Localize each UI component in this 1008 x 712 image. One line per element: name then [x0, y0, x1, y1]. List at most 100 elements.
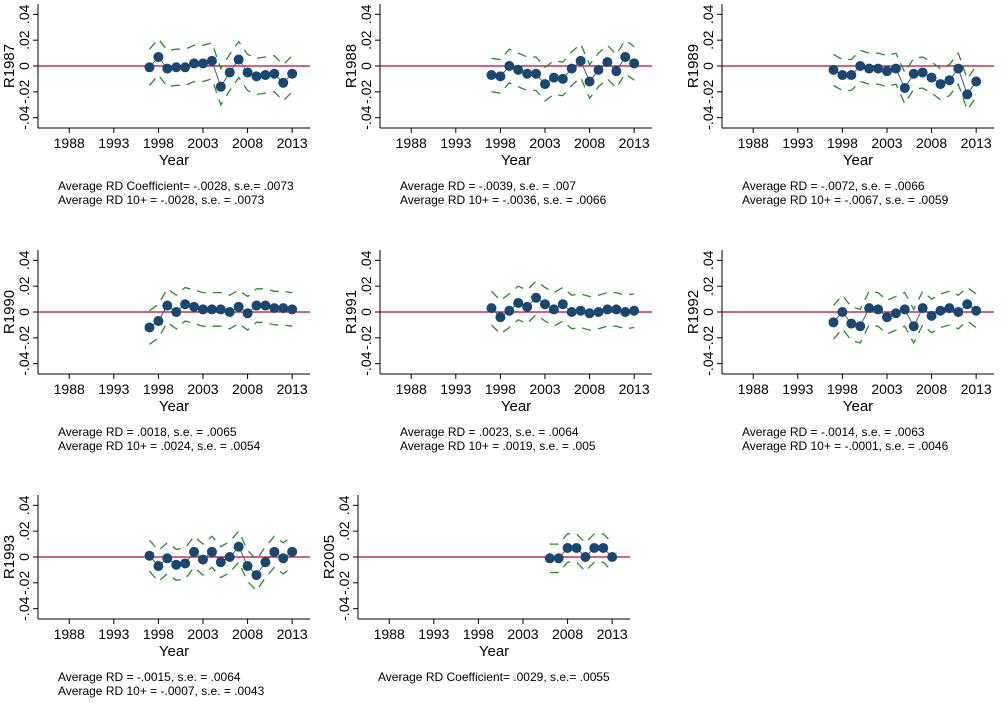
y-tick-label: .02 — [336, 521, 352, 541]
estimate-point — [206, 304, 217, 315]
y-tick-label: .02 — [358, 30, 374, 50]
estimate-point — [233, 301, 244, 312]
x-tick-label: 1988 — [396, 135, 427, 151]
note: Average RD 10+ = -.0028, s.e. = .0073 — [58, 193, 265, 207]
estimate-point — [215, 304, 226, 315]
x-tick-label: 1998 — [143, 135, 174, 151]
x-axis-label: Year — [159, 152, 189, 169]
y-axis-label: R1989 — [685, 44, 702, 88]
estimate-point — [189, 58, 200, 69]
x-tick-label: 1993 — [98, 381, 129, 397]
estimate-point — [522, 68, 533, 79]
x-tick-label: 2008 — [232, 626, 263, 642]
note: Average RD 10+ = -.0001, s.e. = .0046 — [742, 439, 949, 453]
x-tick-label: 1988 — [738, 135, 769, 151]
estimate-point — [287, 68, 298, 79]
estimate-point — [864, 303, 875, 314]
note: Average RD = -.0015, s.e. = .0064 — [58, 670, 241, 684]
x-tick-label: 2008 — [574, 135, 605, 151]
x-tick-label: 1998 — [463, 626, 494, 642]
y-tick-label: .04 — [16, 250, 32, 270]
estimate-point — [197, 58, 208, 69]
x-tick-label: 2013 — [597, 626, 628, 642]
estimate-point — [580, 552, 591, 562]
estimate-point — [153, 316, 164, 327]
panel: -.04-.02 0 .02 .04 1988 1993 1998 2003 2008 2013 Y… — [1, 250, 310, 453]
estimate-point — [575, 305, 586, 316]
estimate-point — [242, 308, 253, 319]
estimate-point — [971, 305, 982, 316]
x-tick-label: 2013 — [619, 135, 650, 151]
estimate-point — [557, 299, 568, 310]
estimate-point — [846, 70, 857, 81]
estimate-point — [620, 51, 631, 62]
y-tick-label: -.04 — [358, 105, 374, 129]
x-tick-label: 2008 — [916, 135, 947, 151]
y-tick-label: .02 — [700, 276, 716, 296]
x-tick-label: 1988 — [54, 626, 85, 642]
note: Average RD = -.0039, s.e. = .007 — [400, 179, 576, 193]
y-tick-label: .02 — [16, 30, 32, 50]
estimate-point — [544, 553, 555, 564]
y-tick-label: 0 — [358, 62, 374, 70]
y-axis-label: R1992 — [685, 290, 702, 334]
panel: -.04-.02 0 .02 .04 1988 1993 1998 2003 2008 2013 Y… — [343, 4, 652, 207]
y-tick-label: -.02 — [358, 80, 374, 104]
estimate-point — [522, 301, 533, 312]
estimate-point — [504, 61, 515, 71]
estimate-point — [513, 64, 524, 75]
x-tick-label: 1998 — [143, 626, 174, 642]
estimate-point — [571, 542, 582, 553]
estimate-point — [495, 312, 506, 323]
estimate-point — [864, 63, 875, 74]
x-tick-label: 1993 — [440, 135, 471, 151]
estimate-point — [513, 297, 524, 308]
ci-line — [833, 80, 977, 112]
note: Average RD 10+ = -.0036, s.e. = .0066 — [400, 193, 607, 207]
ci-line — [149, 286, 293, 312]
estimate-point — [260, 557, 271, 568]
estimate-point — [899, 82, 910, 93]
x-tick-label: 1988 — [54, 135, 85, 151]
y-tick-label: 0 — [336, 553, 352, 561]
x-tick-label: 2013 — [961, 381, 992, 397]
estimate-point — [144, 322, 155, 333]
x-axis-label: Year — [843, 152, 873, 169]
x-tick-label: 2008 — [916, 381, 947, 397]
ci-line — [833, 286, 977, 311]
estimate-point — [837, 307, 848, 317]
estimate-point — [260, 70, 271, 81]
estimate-point — [539, 79, 550, 90]
y-tick-label: 0 — [700, 62, 716, 70]
ci-line — [833, 49, 977, 81]
estimate-point — [180, 299, 191, 310]
y-tick-label: -.02 — [700, 326, 716, 350]
x-tick-label: 2003 — [529, 135, 560, 151]
estimate-point — [611, 66, 622, 77]
estimate-point — [855, 61, 866, 71]
estimate-point — [153, 561, 164, 572]
x-tick-label: 2003 — [871, 381, 902, 397]
estimate-point — [287, 304, 298, 315]
estimate-point — [828, 64, 839, 75]
ci-line — [833, 320, 977, 345]
estimate-point — [584, 76, 595, 87]
estimate-point — [531, 292, 542, 303]
y-tick-label: .02 — [358, 276, 374, 296]
x-tick-label: 2003 — [187, 626, 218, 642]
estimate-point — [557, 73, 568, 84]
estimate-point — [215, 557, 226, 568]
x-axis-label: Year — [501, 152, 531, 169]
note: Average RD 10+ = -.0007, s.e. = .0043 — [58, 684, 265, 698]
panel: -.04-.02 0 .02 .04 1988 1993 1998 2003 2008 2013 Y… — [343, 250, 652, 453]
estimate-point — [881, 312, 892, 323]
estimate-point — [171, 307, 182, 317]
estimate-point — [224, 552, 235, 562]
estimate-point — [251, 71, 262, 82]
x-tick-label: 2013 — [277, 135, 308, 151]
x-tick-label: 1988 — [54, 381, 85, 397]
y-tick-label: -.04 — [700, 351, 716, 375]
estimate-point — [233, 541, 244, 552]
estimate-point — [611, 304, 622, 315]
